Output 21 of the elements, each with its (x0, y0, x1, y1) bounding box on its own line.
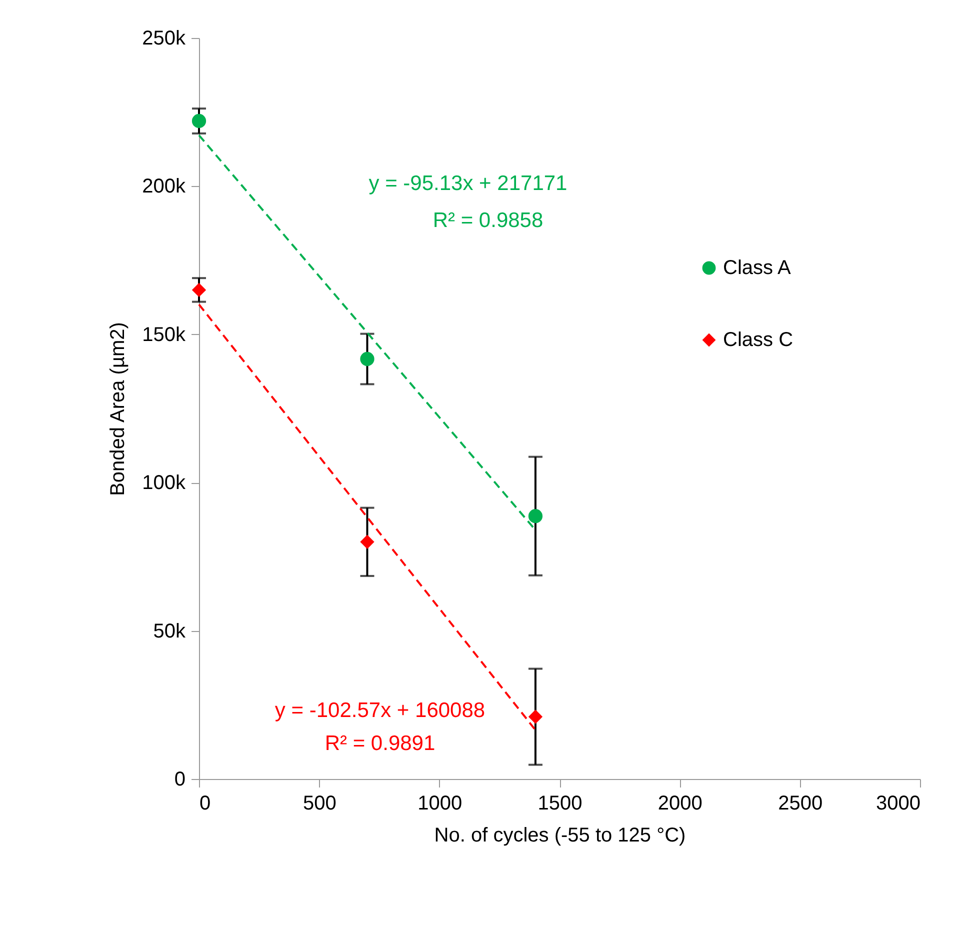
legend-label: Class A (723, 257, 792, 279)
annotation: y = -95.13x + 217171 (368, 172, 568, 195)
x-tick-label: 0 (200, 792, 211, 814)
x-tick-label: 500 (302, 792, 336, 814)
y-axis-title: Bonded Area (µm2) (107, 322, 130, 496)
x-tick-label: 2000 (658, 792, 702, 814)
legend-label: Class C (723, 329, 794, 351)
x-tick-label: 1500 (538, 792, 582, 814)
x-tick-label: 3000 (876, 792, 920, 814)
x-tick-label: 2500 (778, 792, 823, 814)
y-tick-label: 0 (174, 768, 186, 790)
annotation: y = -102.57x + 160088 (274, 699, 486, 722)
annotation: R² = 0.9891 (324, 732, 436, 755)
y-tick-label: 200k (142, 176, 186, 198)
y-tick-label: 100k (142, 472, 186, 494)
y-tick-label: 50k (153, 620, 186, 642)
y-tick-label: 250k (142, 28, 186, 50)
x-axis-title: No. of cycles (-55 to 125 °C) (434, 824, 686, 846)
annotation: R² = 0.9858 (432, 209, 544, 232)
x-tick-label: 1000 (418, 792, 462, 814)
y-tick-label: 150k (142, 324, 186, 346)
